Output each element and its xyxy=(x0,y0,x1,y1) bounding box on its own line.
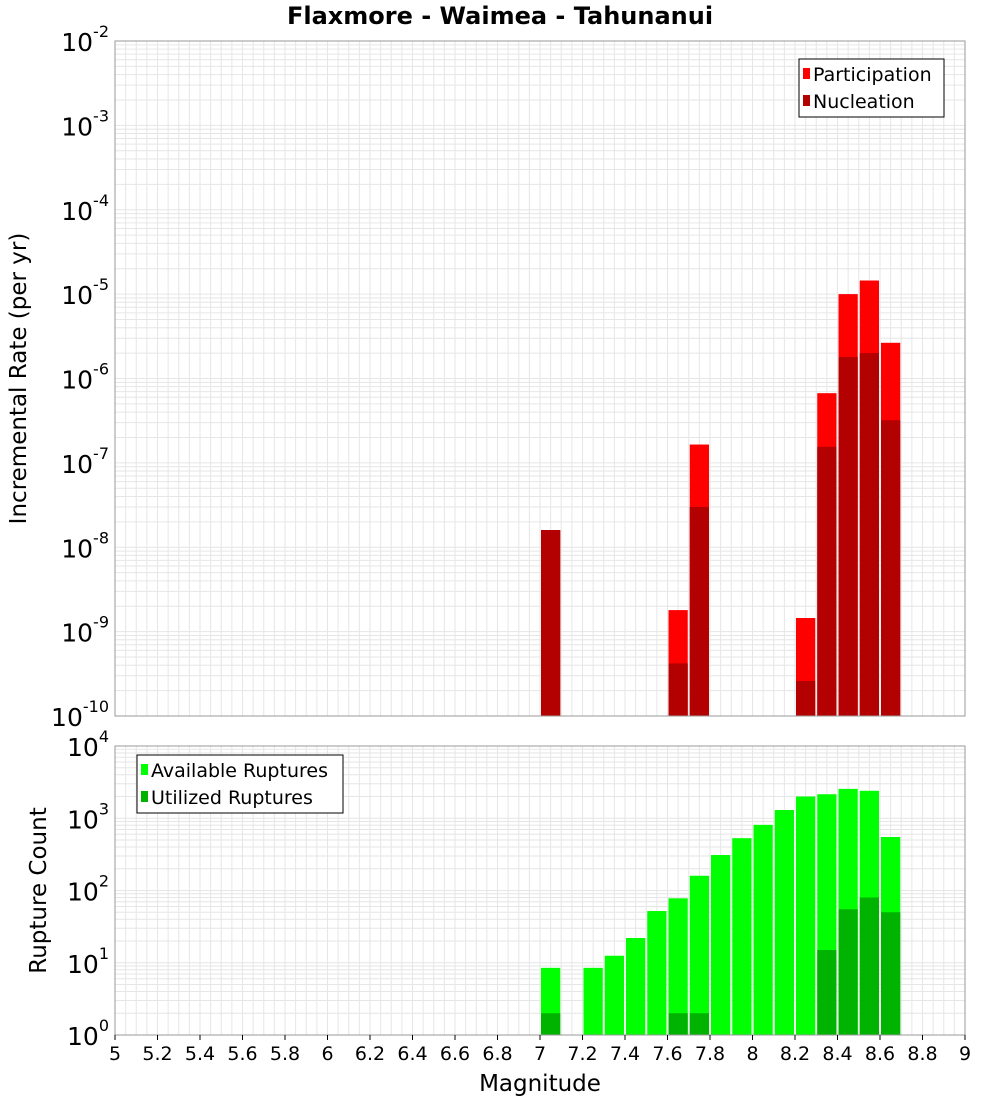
bar-available-ruptures xyxy=(753,824,773,1035)
x-tick-label: 8.8 xyxy=(907,1043,937,1065)
x-tick-label: 9 xyxy=(959,1043,971,1065)
x-tick-label: 6.4 xyxy=(397,1043,427,1065)
y-axis-label: Rupture Count xyxy=(26,807,52,973)
x-tick-label: 5.2 xyxy=(142,1043,172,1065)
bar-nucleation xyxy=(817,446,837,716)
bar-available-ruptures xyxy=(732,838,752,1035)
legend-label: Available Ruptures xyxy=(151,760,328,782)
bar-available-ruptures xyxy=(774,810,794,1035)
x-tick-label: 6 xyxy=(321,1043,333,1065)
x-tick-label: 8.4 xyxy=(822,1043,852,1065)
bar-utilized-ruptures xyxy=(817,950,837,1035)
chart-title: Flaxmore - Waimea - Tahunanui xyxy=(286,2,714,30)
y-tick-label: 10-3 xyxy=(61,106,109,141)
bar-available-ruptures xyxy=(647,911,667,1035)
x-tick-label: 6.6 xyxy=(440,1043,470,1065)
y-tick-label: 10-2 xyxy=(61,22,109,57)
bar-utilized-ruptures xyxy=(838,909,858,1035)
bar-available-ruptures xyxy=(583,967,603,1035)
x-tick-label: 8.6 xyxy=(865,1043,895,1065)
x-tick-label: 5.6 xyxy=(227,1043,257,1065)
x-tick-label: 7.2 xyxy=(567,1043,597,1065)
x-tick-label: 6.2 xyxy=(355,1043,385,1065)
legend-swatch xyxy=(141,764,148,775)
x-tick-label: 5 xyxy=(109,1043,121,1065)
bar-nucleation xyxy=(838,356,858,716)
legend-label: Utilized Ruptures xyxy=(151,787,313,809)
y-tick-label: 102 xyxy=(67,872,109,907)
bar-utilized-ruptures xyxy=(668,1013,688,1035)
legend-label: Nucleation xyxy=(813,91,915,113)
y-tick-label: 10-9 xyxy=(61,613,109,648)
x-tick-label: 5.8 xyxy=(270,1043,300,1065)
x-tick-label: 7 xyxy=(534,1043,546,1065)
x-tick-label: 7.8 xyxy=(695,1043,725,1065)
x-tick-label: 8 xyxy=(746,1043,758,1065)
bar-available-ruptures xyxy=(626,938,646,1035)
bar-nucleation xyxy=(796,680,816,716)
x-tick-label: 7.6 xyxy=(652,1043,682,1065)
y-tick-label: 10-8 xyxy=(61,528,109,563)
bar-nucleation xyxy=(689,506,709,716)
bar-nucleation xyxy=(859,353,879,716)
plot-frame-0 xyxy=(114,40,966,717)
x-tick-label: 8.2 xyxy=(780,1043,810,1065)
x-axis-label: Magnitude xyxy=(479,1071,601,1097)
bar-nucleation xyxy=(881,420,901,716)
bar-available-ruptures xyxy=(796,796,816,1035)
bar-utilized-ruptures xyxy=(541,1013,561,1035)
y-tick-label: 100 xyxy=(67,1016,109,1051)
y-tick-label: 10-7 xyxy=(61,444,109,479)
bar-utilized-ruptures xyxy=(859,897,879,1035)
y-tick-label: 101 xyxy=(67,944,109,979)
x-tick-label: 5.4 xyxy=(185,1043,215,1065)
legend-swatch xyxy=(803,68,810,79)
bar-available-ruptures xyxy=(689,875,709,1035)
y-tick-label: 103 xyxy=(67,799,109,834)
bar-utilized-ruptures xyxy=(881,912,901,1035)
y-tick-label: 10-4 xyxy=(61,191,109,226)
legend-swatch xyxy=(141,791,148,802)
y-tick-label: 104 xyxy=(67,727,109,762)
bar-utilized-ruptures xyxy=(689,1013,709,1035)
legend-swatch xyxy=(803,95,810,106)
y-tick-label: 10-6 xyxy=(61,360,109,395)
x-tick-label: 7.4 xyxy=(610,1043,640,1065)
grid-0 xyxy=(114,41,966,717)
y-axis-label: Incremental Rate (per yr) xyxy=(6,233,32,525)
x-tick-label: 6.8 xyxy=(482,1043,512,1065)
legend-box-0 xyxy=(798,58,945,118)
legend-box-1 xyxy=(136,754,344,814)
bar-available-ruptures xyxy=(668,898,688,1035)
bar-available-ruptures xyxy=(604,955,624,1035)
y-tick-label: 10-10 xyxy=(51,697,109,732)
legend-label: Participation xyxy=(813,64,932,86)
y-tick-label: 10-5 xyxy=(61,275,109,310)
bar-nucleation xyxy=(668,663,688,716)
bar-available-ruptures xyxy=(711,854,731,1035)
bar-nucleation xyxy=(541,530,561,716)
